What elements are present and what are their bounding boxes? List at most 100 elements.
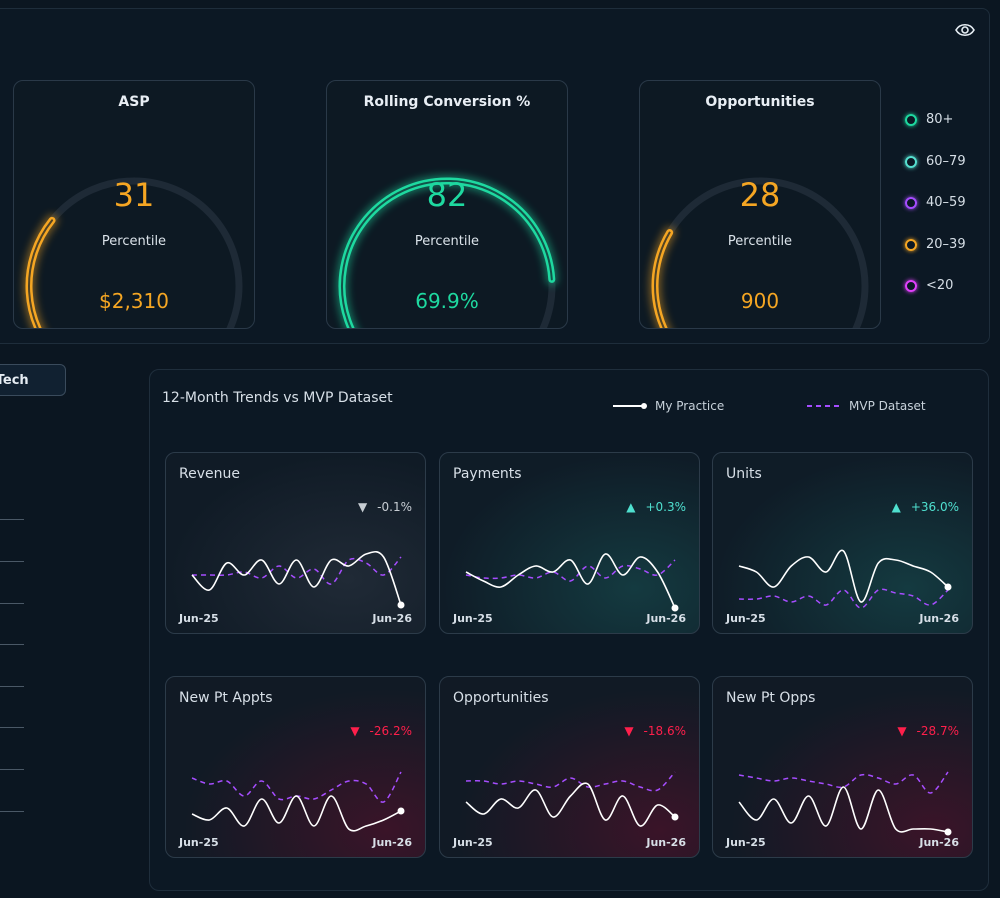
last-point-marker: [944, 828, 952, 836]
last-point-marker: [397, 601, 405, 609]
trends-title: 12-Month Trends vs MVP Dataset: [162, 390, 393, 406]
legend-item: 60–79: [905, 154, 966, 196]
my-practice-series: [191, 795, 402, 832]
my-practice-series: [465, 782, 676, 827]
mvp-dataset-series: [465, 559, 676, 582]
last-point-marker: [671, 604, 679, 612]
x-axis-start-label: Jun-25: [179, 612, 219, 625]
left-divider-line: [0, 811, 24, 812]
x-axis-start-label: Jun-25: [453, 836, 493, 849]
triangle-up-icon: ▲: [891, 500, 901, 514]
gauge-arc: [23, 177, 243, 328]
sparkline-chart: [738, 771, 952, 836]
tech-filter-button[interactable]: /Tech: [0, 364, 66, 396]
trend-card-title: New Pt Appts: [179, 690, 273, 706]
circle-icon: [905, 155, 917, 168]
legend-item-label: 40–59: [926, 195, 966, 210]
trend-change: ▲ +36.0%: [892, 500, 959, 514]
mvp-dataset-series: [738, 771, 949, 794]
x-axis-start-label: Jun-25: [726, 612, 766, 625]
gauge-label: Percentile: [727, 234, 793, 249]
left-divider-line: [0, 686, 24, 687]
trend-card-revenue[interactable]: Revenue ▼ -0.1% Jun-25 Jun-26: [165, 452, 426, 634]
trend-card-title: Units: [726, 466, 762, 482]
gauge-value: 82: [426, 176, 468, 214]
legend-item: <20: [905, 278, 966, 320]
mvp-dataset-series: [191, 771, 402, 803]
trend-card-opportunities[interactable]: Opportunities ▼ -18.6% Jun-25 Jun-26: [439, 676, 700, 858]
mvp-dataset-series: [738, 588, 949, 609]
left-divider-line: [0, 769, 24, 770]
x-axis-end-label: Jun-26: [919, 612, 959, 625]
tech-filter-label: /Tech: [0, 373, 29, 388]
x-axis-start-label: Jun-25: [726, 836, 766, 849]
sparkline-chart: [738, 549, 952, 609]
triangle-down-icon: ▼: [897, 724, 907, 738]
legend-item-label: 80+: [926, 112, 954, 127]
trend-card-payments[interactable]: Payments ▲ +0.3% Jun-25 Jun-26: [439, 452, 700, 634]
triangle-down-icon: ▼: [350, 724, 360, 738]
my-practice-series: [738, 549, 949, 603]
last-point-marker: [671, 813, 679, 821]
triangle-down-icon: ▼: [357, 500, 368, 514]
trend-change: ▼ -26.2%: [350, 724, 412, 738]
circle-icon: [905, 114, 917, 126]
last-point-marker: [397, 807, 405, 815]
left-divider-line: [0, 727, 24, 728]
legend-item: 80+: [905, 112, 966, 154]
triangle-down-icon: ▼: [624, 724, 634, 738]
legend-item-label: <20: [926, 278, 954, 293]
last-point-marker: [944, 583, 952, 591]
gauge-label: Percentile: [414, 234, 480, 249]
trend-change: ▼ -0.1%: [358, 500, 412, 514]
trend-change: ▼ -18.6%: [624, 724, 686, 738]
left-divider-line: [0, 603, 24, 604]
legend-mvp-dataset[interactable]: MVP Dataset: [807, 399, 926, 413]
solid-line-icon: [613, 403, 647, 409]
trend-change-value: -28.7%: [916, 724, 959, 738]
gauge-label: Percentile: [101, 234, 167, 249]
trend-change: ▼ -28.7%: [897, 724, 959, 738]
gauge-title: Rolling Conversion %: [363, 94, 531, 110]
circle-icon: [905, 238, 917, 251]
eye-icon[interactable]: [954, 19, 976, 41]
trend-card-title: New Pt Opps: [726, 690, 816, 706]
trend-card-new-pt-opps[interactable]: New Pt Opps ▼ -28.7% Jun-25 Jun-26: [712, 676, 973, 858]
legend-item-label: 20–39: [926, 236, 966, 252]
legend-item: 20–39: [905, 237, 966, 279]
mvp-dataset-series: [465, 771, 676, 792]
trend-change-value: -18.6%: [643, 724, 686, 738]
gauge-arc: [336, 175, 558, 328]
x-axis-end-label: Jun-26: [372, 612, 412, 625]
trend-change-value: -26.2%: [369, 724, 412, 738]
my-practice-series: [191, 550, 402, 606]
left-divider-line: [0, 561, 24, 562]
trend-card-units[interactable]: Units ▲ +36.0% Jun-25 Jun-26: [712, 452, 973, 634]
triangle-up-icon: ▲: [626, 500, 636, 514]
sparkline-chart: [191, 771, 405, 832]
x-axis-end-label: Jun-26: [646, 836, 686, 849]
my-practice-series: [738, 786, 949, 833]
my-practice-series: [465, 553, 676, 609]
x-axis-end-label: Jun-26: [372, 836, 412, 849]
sparkline-chart: [191, 550, 405, 609]
gauge-title: Opportunities: [705, 94, 815, 110]
trend-card-new-pt-appts[interactable]: New Pt Appts ▼ -26.2% Jun-25 Jun-26: [165, 676, 426, 858]
trend-change-value: +0.3%: [645, 500, 686, 514]
sparkline-chart: [465, 553, 679, 612]
x-axis-end-label: Jun-26: [919, 836, 959, 849]
sparkline-chart: [465, 771, 679, 827]
gauge-title: ASP: [118, 94, 150, 110]
gauge-card-opportunities: Opportunities 28 Percentile 900: [639, 80, 881, 329]
trend-change: ▲ +0.3%: [626, 500, 686, 514]
x-axis-start-label: Jun-25: [179, 836, 219, 849]
trend-change-value: -0.1%: [377, 500, 412, 514]
gauge-card-rolling-conversion: Rolling Conversion % 82 Percentile 69.9%: [326, 80, 568, 329]
gauge-subvalue: $2,310: [99, 289, 169, 313]
gauge-card-asp: ASP 31 Percentile $2,310: [13, 80, 255, 329]
gauge-subvalue: 900: [740, 289, 780, 313]
x-axis-start-label: Jun-25: [453, 612, 493, 625]
legend-my-practice-label: My Practice: [655, 399, 725, 413]
legend-my-practice[interactable]: My Practice: [613, 399, 724, 413]
mvp-dataset-series: [192, 556, 402, 585]
